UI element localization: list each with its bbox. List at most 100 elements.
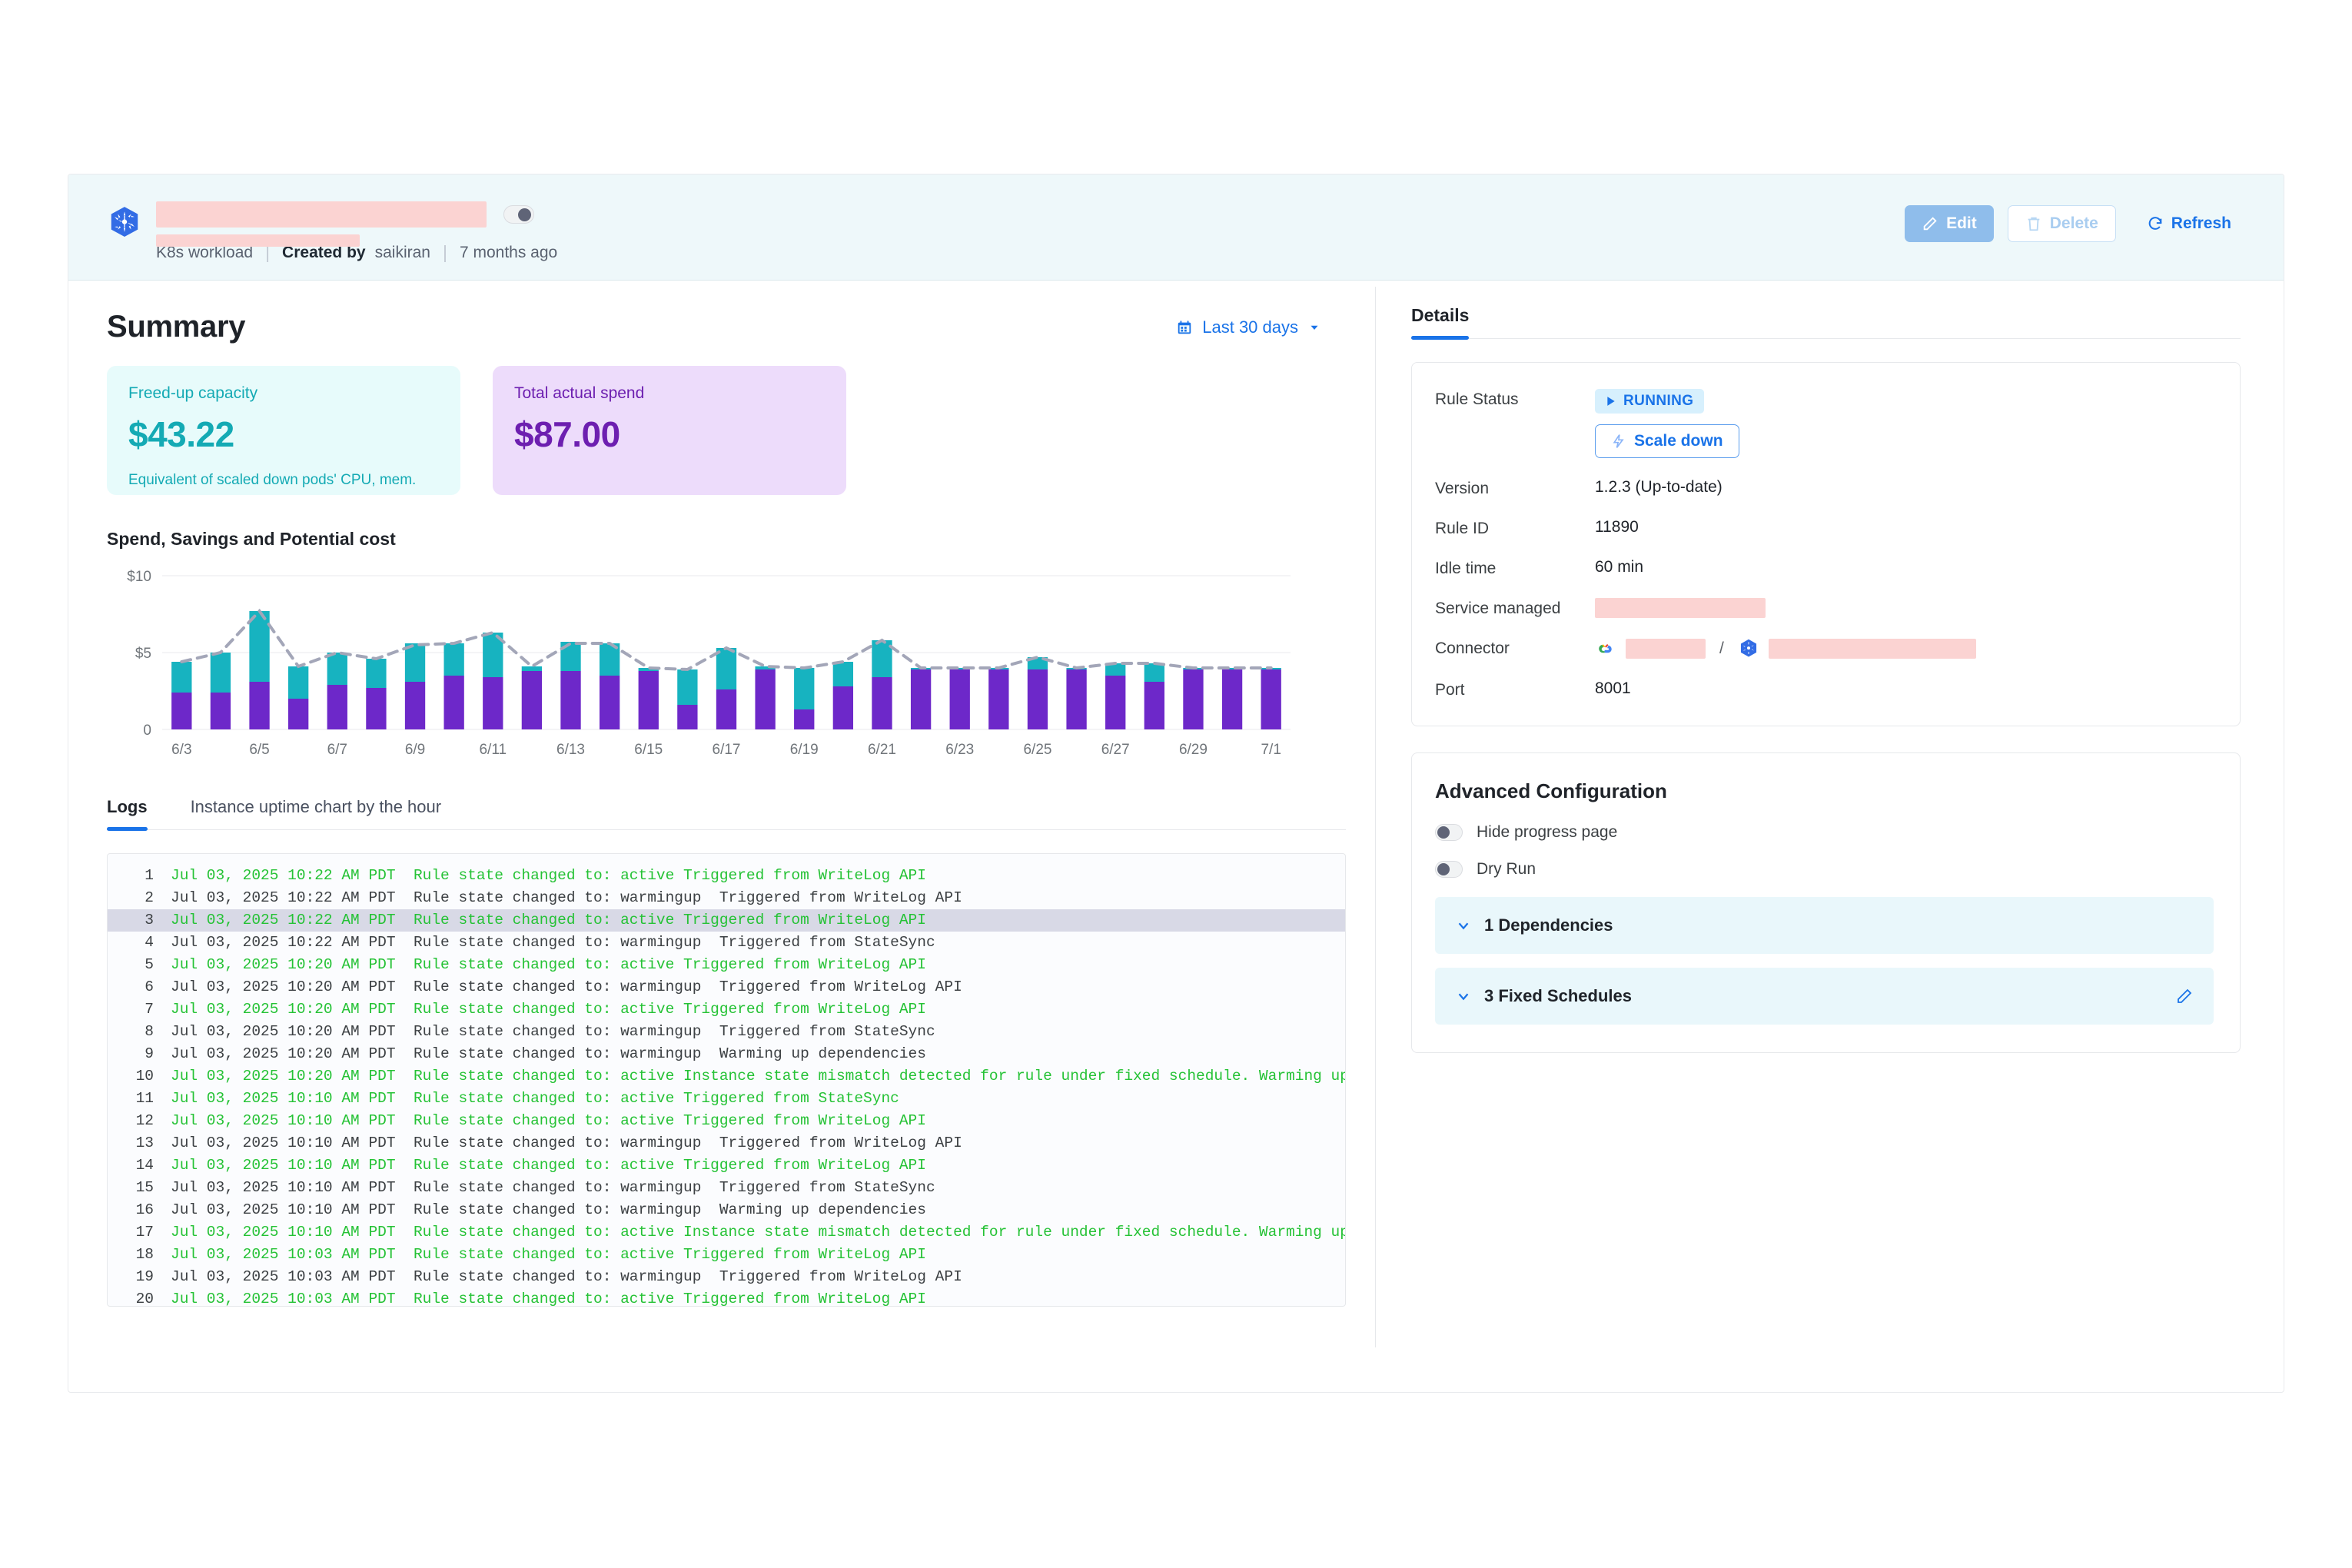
details-section: Details Rule Status RUNNING	[1376, 281, 2284, 1392]
svg-text:6/5: 6/5	[249, 742, 269, 758]
detail-row-connector: Connector /	[1435, 638, 2211, 659]
card-label: Freed-up capacity	[128, 384, 258, 402]
delete-button-label: Delete	[2049, 214, 2098, 232]
log-line[interactable]: 10 Jul 03, 2025 10:20 AM PDT Rule state c…	[108, 1065, 1345, 1088]
log-line[interactable]: 8 Jul 03, 2025 10:20 AM PDT Rule state ch…	[108, 1021, 1345, 1043]
log-line[interactable]: 12 Jul 03, 2025 10:10 AM PDT Rule state c…	[108, 1110, 1345, 1132]
advanced-config-title: Advanced Configuration	[1435, 779, 1667, 802]
meta-separator-2: |	[442, 242, 447, 262]
workload-detail-page: K8s workload | Created by saikiran | 7 m…	[68, 174, 2284, 1393]
toggle-switch[interactable]	[1435, 861, 1463, 878]
switch-knob	[1437, 863, 1450, 875]
tab-logs[interactable]: Logs	[107, 797, 148, 831]
log-line[interactable]: 14 Jul 03, 2025 10:10 AM PDT Rule state c…	[108, 1154, 1345, 1177]
logs-panel[interactable]: 1 Jul 03, 2025 10:22 AM PDT Rule state ch…	[107, 853, 1346, 1307]
detail-row-version: Version 1.2.3 (Up-to-date)	[1435, 478, 2211, 498]
advanced-configuration-panel: Advanced Configuration Hide progress pag…	[1411, 752, 2241, 1053]
log-line-number: 18	[135, 1246, 154, 1263]
svg-text:6/15: 6/15	[634, 742, 663, 758]
log-line-text: Jul 03, 2025 10:03 AM PDT Rule state cha…	[171, 1291, 926, 1307]
accordion-label: 1 Dependencies	[1484, 915, 1613, 935]
log-line-number: 19	[135, 1268, 154, 1285]
svg-text:6/21: 6/21	[868, 742, 896, 758]
header-actions: Edit Delete Refresh	[1905, 205, 2248, 242]
details-tabs: Details	[1411, 305, 2241, 340]
log-line[interactable]: 2 Jul 03, 2025 10:22 AM PDT Rule state ch…	[108, 887, 1345, 909]
workload-subtitle-redacted	[156, 234, 360, 247]
switch-label: Dry Run	[1477, 860, 1536, 878]
log-line-number: 20	[135, 1291, 154, 1307]
log-line[interactable]: 4 Jul 03, 2025 10:22 AM PDT Rule state ch…	[108, 932, 1345, 954]
log-line-text: Jul 03, 2025 10:10 AM PDT Rule state cha…	[171, 1112, 926, 1129]
log-line-text: Jul 03, 2025 10:10 AM PDT Rule state cha…	[171, 1224, 1346, 1241]
log-line[interactable]: 17 Jul 03, 2025 10:10 AM PDT Rule state c…	[108, 1221, 1345, 1244]
log-line[interactable]: 6 Jul 03, 2025 10:20 AM PDT Rule state ch…	[108, 976, 1345, 998]
vertical-divider	[1375, 287, 1376, 1347]
log-line-text: Jul 03, 2025 10:20 AM PDT Rule state cha…	[171, 1045, 926, 1062]
detail-value: 60 min	[1595, 558, 1644, 576]
calendar-icon	[1178, 320, 1191, 334]
page-header: K8s workload | Created by saikiran | 7 m…	[68, 174, 2284, 281]
kubernetes-icon	[111, 207, 138, 237]
log-line[interactable]: 20 Jul 03, 2025 10:03 AM PDT Rule state c…	[108, 1288, 1345, 1307]
log-line[interactable]: 15 Jul 03, 2025 10:10 AM PDT Rule state c…	[108, 1177, 1345, 1199]
created-by-user: saikiran	[374, 243, 430, 261]
log-line-text: Jul 03, 2025 10:10 AM PDT Rule state cha…	[171, 1179, 935, 1196]
accordion-fixed-schedules[interactable]: 3 Fixed Schedules	[1435, 968, 2214, 1025]
scale-down-button[interactable]: Scale down	[1595, 424, 1739, 458]
switch-knob	[1437, 826, 1450, 839]
spend-savings-chart: 0 $5 $10 6/3 6/5 6/7 6/9 6/11 6/13 6/15 6/17 6/19 6/…	[107, 565, 1306, 765]
accordion-dependencies[interactable]: 1 Dependencies	[1435, 897, 2214, 954]
date-range-selector[interactable]: Last 30 days	[1176, 317, 1321, 337]
svg-text:6/13: 6/13	[556, 742, 585, 758]
workload-enable-toggle[interactable]	[503, 205, 534, 224]
accordion-label: 3 Fixed Schedules	[1484, 986, 1632, 1005]
refresh-button[interactable]: Refresh	[2130, 205, 2248, 242]
log-line[interactable]: 11 Jul 03, 2025 10:10 AM PDT Rule state c…	[108, 1088, 1345, 1110]
log-line[interactable]: 19 Jul 03, 2025 10:03 AM PDT Rule state c…	[108, 1266, 1345, 1288]
log-line[interactable]: 13 Jul 03, 2025 10:10 AM PDT Rule state c…	[108, 1132, 1345, 1154]
svg-text:6/7: 6/7	[327, 742, 347, 758]
log-line[interactable]: 7 Jul 03, 2025 10:20 AM PDT Rule state ch…	[108, 998, 1345, 1021]
kubernetes-icon	[1740, 639, 1756, 657]
log-line-text: Jul 03, 2025 10:22 AM PDT Rule state cha…	[171, 934, 935, 951]
chart-title: Spend, Savings and Potential cost	[107, 529, 396, 549]
switch-hide-progress-page[interactable]: Hide progress page	[1435, 823, 2214, 842]
edit-button[interactable]: Edit	[1905, 205, 1994, 242]
toggle-switch[interactable]	[1435, 824, 1463, 841]
log-line-text: Jul 03, 2025 10:20 AM PDT Rule state cha…	[171, 978, 962, 995]
connector-separator: /	[1719, 639, 1724, 657]
refresh-button-label: Refresh	[2171, 214, 2231, 232]
refresh-icon	[2148, 217, 2162, 230]
tab-instance-uptime[interactable]: Instance uptime chart by the hour	[190, 797, 442, 816]
log-line-text: Jul 03, 2025 10:03 AM PDT Rule state cha…	[171, 1246, 926, 1263]
log-line-number: 1	[145, 867, 154, 884]
chevron-down-icon	[1311, 325, 1318, 330]
card-value: $43.22	[128, 414, 234, 454]
created-ago: 7 months ago	[459, 243, 558, 261]
pencil-icon[interactable]	[2175, 987, 2194, 1005]
log-line[interactable]: 9 Jul 03, 2025 10:20 AM PDT Rule state ch…	[108, 1043, 1345, 1065]
date-range-label: Last 30 days	[1202, 317, 1298, 337]
svg-text:7/1: 7/1	[1261, 742, 1281, 758]
created-by-label: Created by	[282, 243, 366, 261]
detail-label: Rule Status	[1435, 390, 1519, 408]
log-line-text: Jul 03, 2025 10:20 AM PDT Rule state cha…	[171, 956, 926, 973]
log-line-text: Jul 03, 2025 10:03 AM PDT Rule state cha…	[171, 1268, 962, 1285]
card-label: Total actual spend	[514, 384, 645, 402]
log-line-number: 7	[145, 1001, 154, 1018]
chevron-down-icon	[1458, 993, 1469, 1001]
log-line[interactable]: 5 Jul 03, 2025 10:20 AM PDT Rule state ch…	[108, 954, 1345, 976]
tab-details[interactable]: Details	[1411, 305, 1470, 340]
detail-label: Service managed	[1435, 600, 1561, 617]
pencil-icon	[1923, 217, 1937, 231]
detail-label: Connector	[1435, 639, 1510, 657]
switch-dry-run[interactable]: Dry Run	[1435, 860, 2214, 879]
log-line[interactable]: 16 Jul 03, 2025 10:10 AM PDT Rule state c…	[108, 1199, 1345, 1221]
log-line-number: 17	[135, 1224, 154, 1241]
log-line[interactable]: 18 Jul 03, 2025 10:03 AM PDT Rule state c…	[108, 1244, 1345, 1266]
svg-text:$10: $10	[127, 569, 151, 585]
delete-button[interactable]: Delete	[2007, 205, 2116, 242]
log-line[interactable]: 3 Jul 03, 2025 10:22 AM PDT Rule state ch…	[108, 909, 1345, 932]
log-line[interactable]: 1 Jul 03, 2025 10:22 AM PDT Rule state ch…	[108, 865, 1345, 887]
